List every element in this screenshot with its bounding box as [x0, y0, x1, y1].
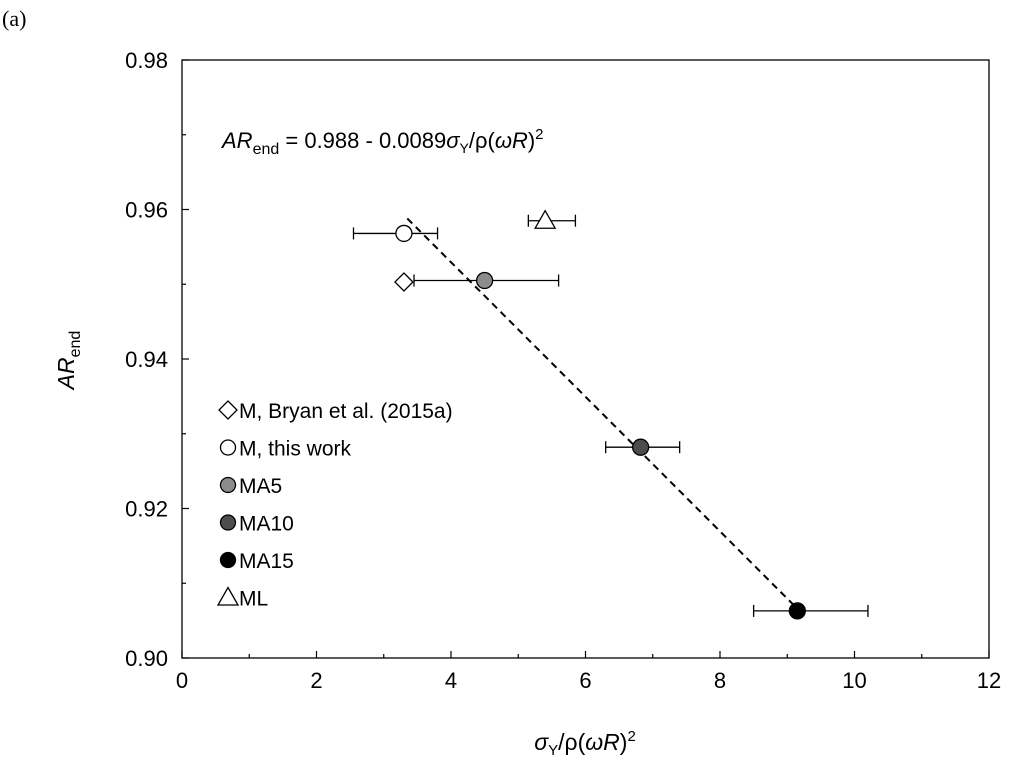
- y-axis-title: ARend: [53, 331, 84, 392]
- eq-wr: ωR: [495, 128, 528, 153]
- x-tick-label: 6: [579, 668, 591, 693]
- eq-lhs-sub: end: [253, 141, 280, 158]
- x-tick-label: 10: [842, 668, 866, 693]
- y-tick-label: 0.94: [125, 347, 168, 372]
- point-ma5: [475, 271, 494, 290]
- legend-label-ma10: MA10: [239, 513, 294, 536]
- x-title-wr: ωR: [585, 729, 620, 755]
- y-tick-label: 0.92: [125, 497, 168, 522]
- y-tick-label: 0.98: [125, 48, 168, 73]
- y-title-main: AR: [53, 357, 79, 391]
- legend-marker-ma5: [219, 476, 237, 494]
- y-title-sub: end: [67, 331, 84, 358]
- x-title-sub: Y: [548, 742, 558, 759]
- legend-marker-m-this-work: [219, 439, 237, 456]
- legend-marker-ma15: [219, 551, 237, 569]
- data-points: [352, 209, 869, 620]
- point-ma10: [631, 438, 650, 456]
- legend-marker-ma10: [219, 514, 237, 531]
- fit-equation: ARend = 0.988 - 0.0089σY/ρ(ωR)2: [220, 126, 544, 158]
- eq-sup: 2: [535, 126, 543, 143]
- x-tick-label: 12: [977, 668, 1001, 693]
- fit-line: [406, 217, 799, 610]
- y-tick-label: 0.96: [125, 198, 168, 223]
- x-axis-title: σY/ρ(ωR)2: [534, 728, 636, 759]
- legend: M, Bryan et al. (2015a) M, this work MA5 MA…: [216, 400, 453, 611]
- point-ml: [534, 209, 557, 229]
- x-title-sup: 2: [627, 728, 635, 745]
- legend-marker-m-bryan-et-al-2015a: [218, 400, 238, 420]
- eq-sigma: σ: [446, 128, 460, 153]
- legend-label-m-bryan-et-al-2015a: M, Bryan et al. (2015a): [239, 400, 453, 423]
- x-tick-label: 8: [714, 668, 726, 693]
- point-ma15: [788, 602, 806, 620]
- eq-mid: = 0.988 - 0.0089: [279, 128, 446, 153]
- eq-rest: /ρ(: [469, 128, 496, 153]
- legend-marker-ml: [216, 586, 240, 606]
- axis-ticks: 0 2 4 6 8 10 12 0.90 0.92 0.94 0.96 0.98: [125, 48, 1001, 693]
- fit-line-group: [406, 217, 799, 610]
- eq-sigma-sub: Y: [460, 140, 470, 156]
- point-m-bryan-et-al-2015a: [394, 272, 414, 292]
- eq-lhs: AR: [220, 128, 253, 153]
- legend-label-m-this-work: M, this work: [239, 438, 352, 461]
- point-m-this-work: [395, 224, 413, 243]
- eq-close: ): [528, 128, 535, 153]
- x-tick-label: 4: [445, 668, 457, 693]
- x-title-rest: /ρ(: [558, 729, 585, 755]
- x-title-close: ): [620, 729, 628, 755]
- legend-label-ma15: MA15: [239, 550, 294, 573]
- legend-label-ml: ML: [239, 588, 268, 611]
- x-title-sigma: σ: [534, 729, 549, 755]
- y-tick-label: 0.90: [125, 646, 168, 671]
- legend-label-ma5: MA5: [239, 475, 282, 498]
- x-tick-label: 0: [176, 668, 188, 693]
- panel-label: (a): [2, 6, 26, 31]
- x-tick-label: 2: [310, 668, 322, 693]
